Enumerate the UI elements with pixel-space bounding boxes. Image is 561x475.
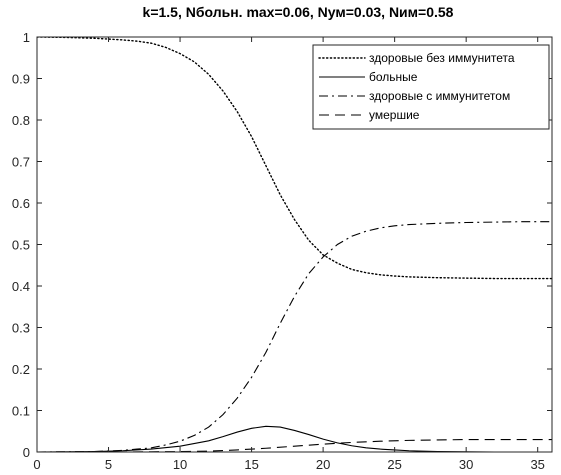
y-tick-label: 1 xyxy=(23,30,30,45)
x-tick-label: 5 xyxy=(105,457,112,472)
legend-label-2: здоровые с иммунитетом xyxy=(369,89,510,103)
y-tick-label: 0.1 xyxy=(12,404,30,419)
y-tick-label: 0.8 xyxy=(12,113,30,128)
chart-title: k=1.5, Nбольн. max=0.06, Nум=0.03, Nим=0… xyxy=(143,4,454,20)
series-line-0 xyxy=(37,37,552,280)
legend-label-1: больные xyxy=(369,70,418,84)
x-tick-label: 35 xyxy=(530,457,544,472)
legend-label-0: здоровые без иммунитета xyxy=(369,51,515,65)
legend: здоровые без иммунитета больные здоровые с… xyxy=(312,44,550,130)
legend-label-3: умершие xyxy=(369,108,420,122)
y-tick-label: 0.7 xyxy=(12,155,30,170)
y-tick-label: 0.9 xyxy=(12,72,30,87)
x-tick-label: 20 xyxy=(316,457,330,472)
x-tick-label: 15 xyxy=(244,457,258,472)
y-tick-label: 0.2 xyxy=(12,362,30,377)
x-tick-label: 10 xyxy=(173,457,187,472)
series-line-3 xyxy=(37,439,552,452)
series-line-2 xyxy=(37,221,552,452)
x-tick-label: 25 xyxy=(387,457,401,472)
y-tick-label: 0.5 xyxy=(12,238,30,253)
y-tick-label: 0.3 xyxy=(12,321,30,336)
x-tick-label: 0 xyxy=(33,457,40,472)
y-tick-label: 0.4 xyxy=(12,279,30,294)
series-line-1 xyxy=(37,425,552,452)
y-tick-label: 0 xyxy=(23,445,30,460)
axes: 0 5 10 15 20 25 30 35 0 0.1 0.2 0.3 0.4 0.5 0.6 0.7 0.8 0… xyxy=(12,30,553,472)
y-tick-label: 0.6 xyxy=(12,196,30,211)
x-tick-label: 30 xyxy=(459,457,473,472)
